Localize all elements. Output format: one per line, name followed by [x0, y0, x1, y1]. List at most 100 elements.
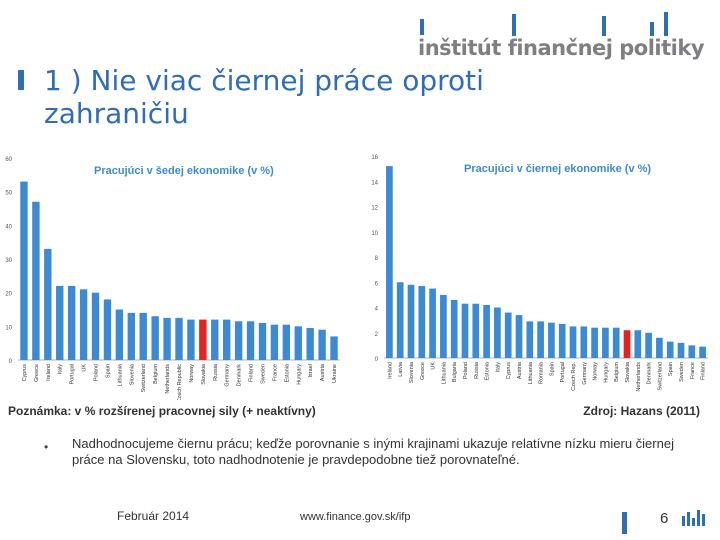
- x-tick-label: Czech Rep.: [571, 362, 577, 391]
- x-tick-label: Ireland: [46, 364, 52, 381]
- x-tick-label: France: [690, 362, 696, 379]
- bar: [187, 319, 195, 360]
- bar: [103, 299, 112, 360]
- bar: [591, 327, 598, 358]
- bar: [666, 341, 674, 358]
- bar: [537, 321, 544, 358]
- bar: [548, 322, 555, 358]
- bar: [234, 321, 243, 360]
- bar: [483, 304, 490, 358]
- bar: [450, 299, 458, 358]
- bar: [127, 312, 135, 360]
- x-tick-label: Poland: [94, 364, 100, 381]
- x-tick-label: Latvia: [398, 361, 404, 377]
- y-tick-label: 30: [5, 258, 12, 264]
- y-tick-label: 10: [5, 325, 12, 331]
- bar: [688, 345, 696, 358]
- bar: [569, 326, 577, 358]
- x-tick-label: Lithuania: [117, 363, 123, 386]
- y-tick-label: 60: [5, 157, 12, 163]
- y-tick-label: 0: [375, 357, 379, 363]
- bar: [211, 319, 219, 360]
- bar: [396, 282, 404, 358]
- bar: [602, 327, 609, 358]
- bar: [645, 332, 652, 358]
- x-tick-label: Ireland: [387, 362, 393, 379]
- chart-source: Zdroj: Hazans (2011): [583, 404, 700, 418]
- logo-bar: [420, 19, 424, 35]
- x-tick-label: Cyprus: [22, 364, 28, 382]
- x-tick-label: Norway: [593, 362, 599, 381]
- x-tick-label: Austria: [320, 363, 326, 381]
- bar: [699, 346, 706, 358]
- footer-date: Február 2014: [117, 509, 190, 523]
- x-tick-label: Sweden: [260, 364, 266, 384]
- y-tick-label: 8: [375, 256, 379, 262]
- y-tick-label: 20: [5, 292, 12, 298]
- bar: [580, 326, 588, 358]
- footer-url[interactable]: www.finance.gov.sk/ifp: [300, 511, 411, 523]
- x-tick-label: Estonia: [284, 363, 290, 382]
- bar: [258, 322, 267, 360]
- bar: [306, 328, 314, 360]
- chart-title: Pracujúci v šedej ekonomike (v %): [94, 165, 274, 177]
- x-tick-label: Norway: [189, 364, 195, 383]
- x-tick-label: Sweden: [679, 362, 685, 382]
- x-tick-label: Hungary: [603, 362, 609, 383]
- x-tick-label: Greece: [420, 362, 426, 380]
- y-tick-label: 50: [5, 191, 12, 197]
- y-tick-label: 4: [375, 307, 379, 313]
- ifp-mini-logo-icon: [682, 510, 705, 526]
- x-tick-label: Portugal: [70, 364, 76, 385]
- bar: [623, 330, 631, 358]
- x-tick-label: Spain: [668, 362, 674, 376]
- title-marker: [18, 70, 24, 90]
- x-tick-label: Germany: [225, 364, 231, 387]
- x-tick-label: Austria: [517, 361, 523, 379]
- x-tick-label: Italy: [495, 362, 501, 372]
- bar: [163, 317, 171, 360]
- bar: [504, 312, 512, 358]
- bar: [32, 201, 40, 360]
- bar: [151, 316, 159, 360]
- x-tick-label: Ukraine: [332, 364, 338, 383]
- bar: [386, 166, 393, 358]
- logo-text: inštitút finančnej politiky: [418, 36, 705, 60]
- black-economy-chart: 0 2 4 6 8 10 12 14 16 Pracujúci v čiernej ekonomi…: [360, 150, 712, 400]
- black-economy-chart-svg: 0 2 4 6 8 10 12 14 16 Pracujúci v čiernej ekonomi…: [371, 155, 708, 392]
- x-tick-label: Spain: [549, 362, 555, 376]
- x-tick-label: Estonia: [485, 361, 491, 380]
- bar: [526, 321, 534, 358]
- bar: [612, 327, 620, 358]
- bar: [656, 337, 663, 358]
- y-tick-label: 6: [375, 281, 379, 287]
- bar: [282, 324, 291, 360]
- page-title: 1 ) Nie viac čiernej práce oproti zahran…: [44, 64, 484, 130]
- bar: [677, 342, 685, 358]
- bar: [318, 329, 326, 360]
- x-tick-label: Bulgaria: [452, 361, 458, 382]
- shadow-economy-chart: 0 10 20 30 40 50 60 Pracujúci v šedej ekonomike…: [4, 150, 344, 400]
- x-tick-label: Romania: [539, 361, 545, 384]
- x-tick-label: Slovakia: [625, 361, 631, 383]
- x-tick-label: Spain: [105, 364, 111, 378]
- x-tick-label: Slovakia: [201, 363, 207, 385]
- x-tick-label: Italy: [58, 364, 64, 374]
- bar: [199, 319, 207, 360]
- bar: [223, 319, 231, 360]
- x-tick-label: Belgium: [614, 362, 620, 382]
- bar: [407, 284, 415, 358]
- x-tick-label: Switzerland: [657, 362, 663, 390]
- y-tick-label: 0: [9, 359, 13, 365]
- bar: [472, 303, 480, 358]
- x-tick-label: Switzerland: [141, 364, 147, 392]
- bar: [115, 309, 124, 360]
- ifp-logo: inštitút finančnej politiky: [418, 12, 708, 64]
- x-tick-label: Russia: [213, 363, 219, 381]
- bar: [418, 286, 426, 358]
- bar: [294, 326, 302, 360]
- bar: [330, 336, 338, 360]
- x-tick-label: UK: [82, 364, 88, 372]
- y-tick-label: 10: [371, 231, 378, 237]
- bar: [67, 285, 76, 360]
